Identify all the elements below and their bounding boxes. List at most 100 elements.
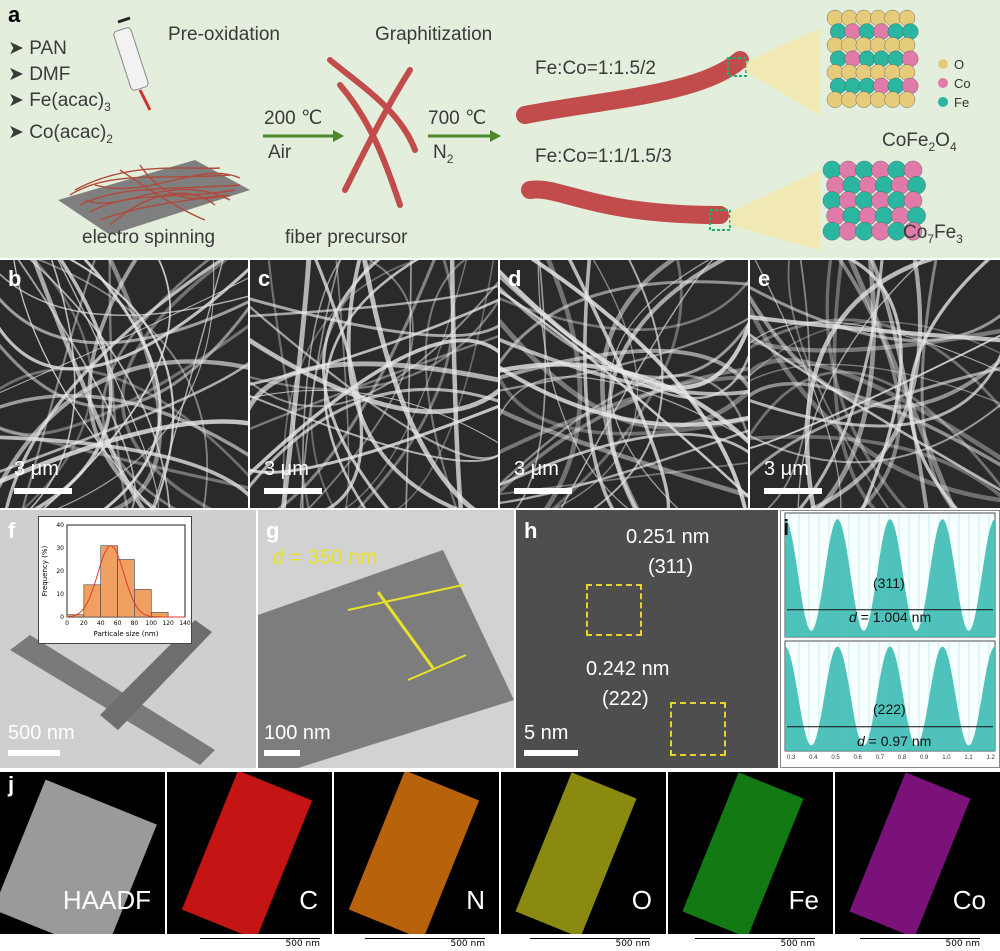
line-profile-panel-i: i (311) d = 1.004 nm (222) d = 0.97 nm 0… [780, 510, 1000, 768]
atom-sphere [841, 9, 858, 27]
atom-sphere [844, 77, 861, 95]
fiber-strand [609, 260, 710, 508]
atom-sphere [855, 64, 872, 81]
fiber-strand [847, 260, 956, 508]
fiber-strand [301, 260, 342, 508]
fiber-strand [322, 260, 390, 508]
fiber-strand [816, 260, 877, 508]
scale-bar [514, 488, 572, 494]
atom-sphere [822, 221, 842, 241]
lattice-spacing-311: 0.251 nm [626, 526, 710, 548]
nanofiber-body [258, 550, 514, 768]
fiber-strand [500, 432, 748, 487]
fiber-strand [515, 260, 547, 508]
reagent-list: ➤ PAN ➤ DMF ➤ Fe(acac)3 ➤ Co(acac)2 [8, 36, 113, 152]
x-tick-label: 140 [179, 620, 191, 627]
atom-sphere [858, 77, 876, 95]
atom-sphere [887, 160, 907, 180]
scale-bar [264, 750, 300, 756]
legend-item-fe: Fe [938, 93, 971, 112]
y-tick-label: 40 [56, 522, 64, 529]
atom-sphere [829, 77, 847, 95]
atom-sphere [884, 9, 901, 27]
arrow1-gas: Air [268, 142, 292, 163]
fiber-strand [750, 363, 1000, 404]
fiber-strand [567, 260, 671, 508]
fiber-strand [0, 277, 248, 393]
fiber-strand [750, 321, 1000, 372]
atom-sphere [826, 206, 845, 226]
y-axis-label: Frequency (%) [41, 545, 49, 596]
fiber-precursor-icon [327, 57, 418, 208]
atom-sphere [898, 91, 916, 108]
fiber-strand [250, 404, 498, 474]
fiber-shape [682, 772, 804, 934]
fiber-strand [583, 260, 615, 508]
atom-sphere [871, 221, 890, 241]
fiber-strand [750, 366, 1000, 477]
atom-sphere [887, 77, 905, 95]
eds-map-o: O [501, 772, 666, 934]
fiber-strand [750, 434, 1000, 498]
fiber-strand [107, 260, 163, 508]
atom-sphere [887, 50, 905, 67]
reagent-item: ➤ Co(acac)2 [8, 121, 113, 146]
fiber-strand [908, 260, 991, 508]
schematic-drawing [58, 16, 820, 250]
fiber-strand [0, 393, 248, 457]
fiber-strand [57, 260, 215, 508]
fiber-strand [750, 304, 1000, 503]
fiber-strand [31, 260, 146, 508]
map-label: Co [952, 885, 986, 915]
atom-sphere [826, 176, 845, 195]
atom-sphere [855, 221, 874, 241]
cofe2o4-crystal-icon [826, 9, 919, 108]
atom-sphere [855, 191, 874, 210]
width-measure-line [376, 591, 435, 669]
scale-bar-label: 3 μm [14, 458, 59, 480]
scale-bar [524, 750, 578, 756]
atom-sphere [873, 23, 890, 40]
atom-sphere [841, 91, 858, 108]
fiber-strand [267, 260, 310, 508]
fiber-strand [500, 279, 748, 331]
fiber-strand [750, 314, 1000, 343]
y-tick-label: 10 [56, 591, 64, 598]
panel-label-h: h [524, 518, 538, 543]
atom-sphere [875, 206, 894, 226]
fiber-strand [500, 375, 748, 455]
fiber-strand [307, 260, 414, 508]
fiber-strand [34, 260, 113, 508]
fiber-strand [500, 374, 748, 436]
atom-sphere [887, 23, 905, 40]
map-scale-bar: 500 nm [200, 938, 320, 951]
atom-sphere [903, 160, 923, 180]
particle-size-histogram: 0 20 40 60 80 100 120 140 0 10 20 30 40 Particale siz… [38, 516, 192, 644]
atom-sphere [839, 160, 858, 180]
eds-map-co: Co [835, 772, 1000, 934]
fiber-shape [181, 772, 313, 934]
atom-sphere [858, 23, 876, 40]
fiber-strand [0, 297, 248, 345]
panel-label-f: f [8, 518, 16, 543]
panel-label-c: c [258, 266, 271, 291]
fiber-strand [750, 285, 1000, 343]
panel-label-i: i [783, 515, 790, 540]
scale-bar-label: 3 μm [764, 458, 809, 480]
atom-sphere [855, 37, 872, 54]
x-tick-label: 20 [80, 620, 88, 627]
atom-legend: O Co Fe [938, 55, 971, 112]
panel-label-a: a [8, 2, 21, 27]
scale-bar [14, 488, 72, 494]
legend-item-o: O [938, 55, 971, 74]
fiber-strand [0, 367, 248, 477]
map-scale-bar: 500 nm [365, 938, 485, 951]
map-label: Fe [788, 885, 819, 915]
fiber-strand [500, 286, 748, 379]
fiber-co7fe3 [521, 180, 729, 224]
atom-sphere [826, 9, 844, 27]
width-line-top [347, 584, 464, 611]
fiber-shape [515, 772, 637, 934]
fiber-strand [57, 260, 159, 508]
step1-title: Pre-oxidation [168, 24, 280, 45]
